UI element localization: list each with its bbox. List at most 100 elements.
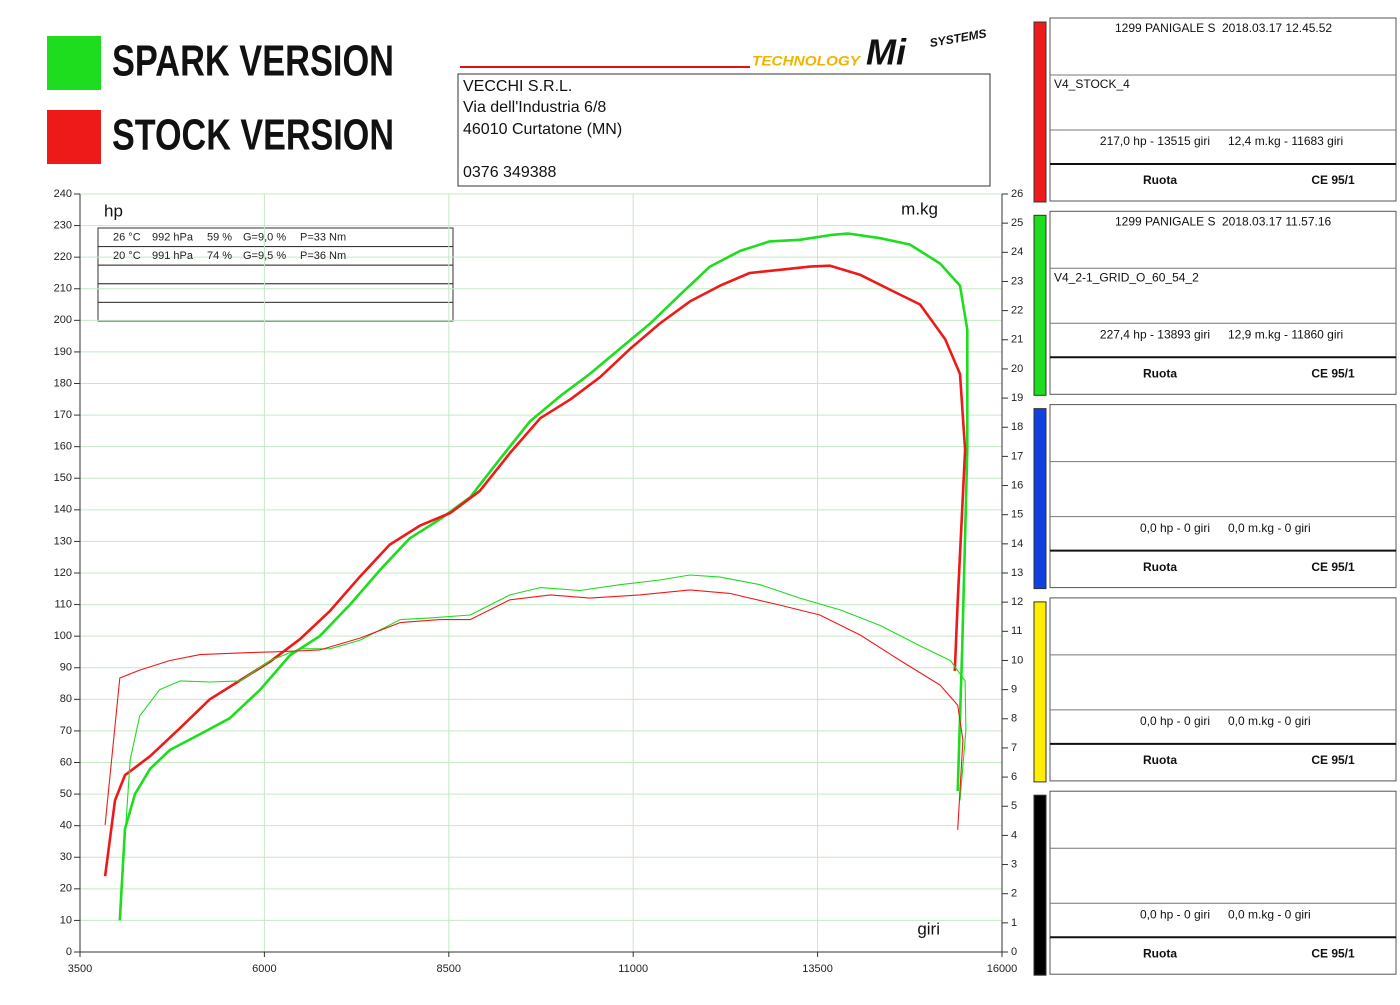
condition-cell: 26 °C	[113, 231, 141, 243]
series-line	[103, 264, 967, 877]
y2-tick-label: 22	[1011, 305, 1023, 317]
y-tick-label: 10	[60, 914, 72, 926]
company-line: VECCHI S.R.L.	[463, 78, 572, 95]
y2-tick-label: 21	[1011, 334, 1023, 346]
panel-torque: 0,0 m.kg - 0 giri	[1228, 714, 1311, 728]
series-line	[118, 232, 969, 921]
x-tick-label: 13500	[802, 963, 833, 975]
company-line: 0376 349388	[463, 164, 557, 181]
condition-cell: 991 hPa	[152, 250, 194, 262]
panel-name: V4_STOCK_4	[1054, 77, 1130, 91]
y2-tick-label: 3	[1011, 858, 1017, 870]
y-tick-label: 120	[54, 567, 72, 579]
x-tick-label: 6000	[252, 963, 276, 975]
y2-tick-label: 7	[1011, 742, 1017, 754]
panel	[1049, 404, 1397, 589]
panel-timestamp: 2018.03.17 12.45.52	[1222, 21, 1332, 35]
logo-text: TECHNOLOGY	[752, 53, 862, 69]
panel-torque: 12,4 m.kg - 11683 giri	[1228, 134, 1343, 148]
panel-power: 0,0 hp - 0 giri	[1140, 907, 1210, 921]
y2-tick-label: 15	[1011, 509, 1023, 521]
panel-color-bar	[1033, 408, 1047, 590]
y-tick-label: 180	[54, 377, 72, 389]
y-tick-label: 130	[54, 535, 72, 547]
condition-cell: P=36 Nm	[300, 250, 346, 262]
panel-name: V4_2-1_GRID_O_60_54_2	[1054, 270, 1199, 284]
y-tick-label: 110	[54, 598, 72, 610]
y2-tick-label: 1	[1011, 917, 1017, 929]
y-tick-label: 20	[60, 883, 72, 895]
y-tick-label: 40	[60, 820, 72, 832]
panel-color-bar	[1033, 21, 1047, 203]
x-tick-label: 16000	[987, 963, 1018, 975]
panel-color-bar	[1033, 214, 1047, 396]
y-tick-label: 50	[60, 788, 72, 800]
y2-tick-label: 19	[1011, 392, 1023, 404]
panel-wheel: Ruota	[1143, 366, 1177, 380]
y-tick-label: 140	[54, 504, 72, 516]
series-line	[119, 574, 967, 916]
table-row	[97, 283, 454, 303]
panel-wheel: Ruota	[1143, 753, 1177, 767]
y-tick-label: 150	[54, 472, 72, 484]
y2-tick-label: 18	[1011, 421, 1023, 433]
company-box	[457, 73, 991, 187]
y-tick-label: 160	[54, 441, 72, 453]
logo-mark: Mi	[866, 32, 907, 73]
table-row	[97, 264, 454, 285]
panel	[1049, 210, 1397, 395]
y2-tick-label: 24	[1011, 246, 1023, 258]
condition-cell: 74 %	[207, 250, 232, 262]
condition-cell: G=9,5 %	[243, 250, 286, 262]
y-tick-label: 90	[60, 662, 72, 674]
x-tick-label: 11000	[618, 963, 648, 975]
condition-cell: 20 °C	[113, 250, 141, 262]
y-tick-label: 30	[60, 851, 72, 863]
legend-label: SPARK VERSION	[112, 37, 394, 86]
y2-tick-label: 17	[1011, 450, 1023, 462]
y2-tick-label: 5	[1011, 800, 1017, 812]
panel-torque: 0,0 m.kg - 0 giri	[1228, 907, 1311, 921]
y2-tick-label: 25	[1011, 217, 1023, 229]
company-line: 46010 Curtatone (MN)	[463, 121, 622, 138]
y2-tick-label: 14	[1011, 538, 1023, 550]
conditions-table	[97, 227, 454, 322]
panel-torque: 0,0 m.kg - 0 giri	[1228, 521, 1311, 535]
panel-color-bar	[1033, 794, 1047, 976]
panel	[1049, 17, 1397, 202]
legend-swatch	[47, 110, 101, 164]
y2-tick-label: 12	[1011, 596, 1023, 608]
panel-color-bar	[1033, 601, 1047, 783]
condition-cell: 59 %	[207, 231, 232, 243]
y2-tick-label: 6	[1011, 771, 1017, 783]
panel-standard: CE 95/1	[1311, 946, 1355, 960]
y-tick-label: 70	[60, 725, 72, 737]
panel-wheel: Ruota	[1143, 560, 1177, 574]
y2-tick-label: 13	[1011, 567, 1023, 579]
panel-power: 0,0 hp - 0 giri	[1140, 714, 1210, 728]
panel-torque: 12,9 m.kg - 11860 giri	[1228, 327, 1343, 341]
y-tick-label: 190	[54, 346, 72, 358]
panel-wheel: Ruota	[1143, 946, 1177, 960]
y-tick-label: 200	[54, 314, 72, 326]
y-axis-label: hp	[104, 201, 123, 220]
x-axis-label: giri	[917, 919, 940, 938]
y-tick-label: 220	[54, 251, 72, 263]
y2-tick-label: 2	[1011, 888, 1017, 900]
y2-tick-label: 4	[1011, 829, 1017, 841]
y-tick-label: 210	[54, 283, 72, 295]
condition-cell: P=33 Nm	[300, 231, 346, 243]
panel-standard: CE 95/1	[1311, 560, 1355, 574]
y2-tick-label: 26	[1011, 188, 1023, 200]
panel-wheel: Ruota	[1143, 173, 1177, 187]
y2-tick-label: 9	[1011, 684, 1017, 696]
y2-tick-label: 8	[1011, 713, 1017, 725]
panel-standard: CE 95/1	[1311, 173, 1355, 187]
panel-standard: CE 95/1	[1311, 753, 1355, 767]
y2-tick-label: 23	[1011, 275, 1023, 287]
y2-tick-label: 20	[1011, 363, 1023, 375]
y2-tick-label: 0	[1011, 946, 1017, 958]
company-line: Via dell'Industria 6/8	[463, 99, 606, 116]
legend-label: STOCK VERSION	[112, 111, 394, 160]
